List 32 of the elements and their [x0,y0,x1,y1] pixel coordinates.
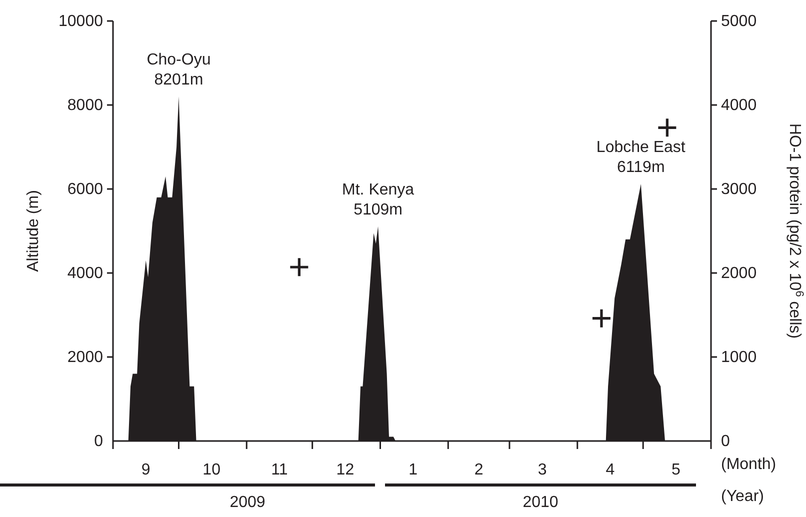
text: 2010 [522,494,558,511]
point [658,118,676,137]
text: (Year) [721,488,764,505]
x-tick-label: 10 [202,461,221,478]
y-tick-label: 4000 [67,265,104,282]
annotation: Cho-Oyu 8201m [146,52,211,89]
annotation: Lobche East 6119m [596,139,686,176]
y2-tick-label: 4000 [721,97,757,114]
x-axis-title: (Month) [721,456,776,473]
y-tick-label: 2000 [67,349,104,366]
x-tick-label: 4 [606,461,615,478]
annotation: Mt. Kenya 5109m [342,181,414,218]
y2-tick-label: 3000 [721,181,757,198]
point [290,258,308,276]
y2-tick-label: 1000 [721,349,757,366]
y2-tick-label: 0 [721,433,730,450]
x-tick-label: 2 [474,461,484,478]
y-tick-label: 6000 [67,181,104,198]
y-tick-label: 10000 [58,13,104,30]
x-tick-label: 11 [271,461,288,478]
y2-tick-label: 2000 [721,265,757,282]
text: 2009 [230,494,266,511]
x-tick-label: 3 [538,461,547,478]
y2-tick-label: 5000 [721,13,757,30]
x-tick-label: 5 [672,461,680,478]
x-tick-label: 9 [141,461,150,478]
point [592,309,610,328]
y-tick-label: 8000 [67,97,104,114]
x-tick-label: 1 [408,461,418,478]
y-axis-title: Altitude (m) [25,190,42,272]
x-tick-label: 12 [336,461,354,478]
y-tick-label: 0 [94,433,104,450]
